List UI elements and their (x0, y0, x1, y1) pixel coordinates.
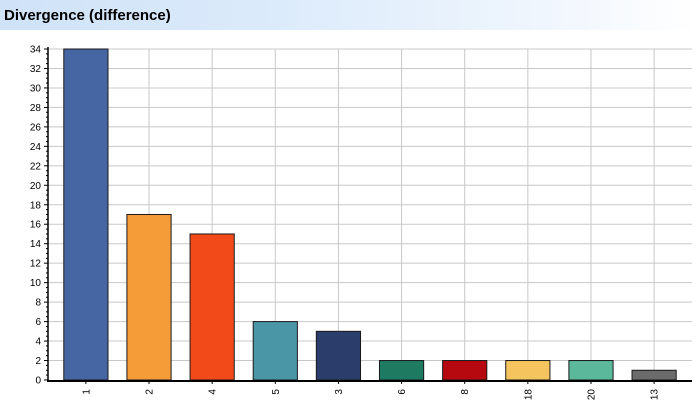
y-tick-label: 26 (30, 122, 42, 133)
bar-3 (315, 330, 362, 381)
bar-6 (378, 360, 425, 381)
x-tick-label: 18 (523, 389, 534, 401)
chart-title: Divergence (difference) (4, 7, 171, 24)
x-tick-label: 4 (208, 389, 219, 395)
y-tick-label: 18 (30, 200, 42, 211)
y-tick-label: 22 (30, 161, 42, 172)
chart-header: Divergence (difference) (0, 0, 699, 30)
bar-1 (63, 48, 109, 381)
x-tick-label: 8 (460, 389, 471, 395)
bar-13 (631, 369, 677, 381)
y-tick-label: 16 (30, 220, 42, 231)
x-tick-label: 2 (145, 389, 156, 395)
y-tick-label: 8 (35, 298, 41, 309)
bar-4 (189, 233, 235, 381)
x-tick-label: 3 (334, 389, 345, 395)
bar-8 (442, 360, 488, 381)
x-tick-label: 6 (397, 389, 408, 395)
x-axis-ticks: 1 2 4 5 3 6 8 18 20 13 (81, 380, 661, 401)
bar-5 (252, 321, 298, 381)
bar-2 (126, 214, 172, 381)
bar-18 (505, 360, 551, 381)
y-tick-label: 30 (30, 83, 42, 94)
y-tick-label: 32 (30, 64, 42, 75)
y-tick-label: 6 (35, 317, 41, 328)
y-tick-label: 0 (35, 376, 41, 387)
y-tick-label: 12 (30, 259, 42, 270)
y-tick-label: 4 (35, 337, 41, 348)
y-tick-label: 24 (30, 142, 42, 153)
x-tick-label: 13 (650, 389, 661, 401)
y-tick-label: 14 (30, 239, 42, 250)
chart-bars (63, 48, 677, 381)
bar-20 (568, 360, 614, 381)
y-tick-label: 20 (30, 181, 42, 192)
y-tick-label: 10 (30, 278, 42, 289)
x-tick-label: 5 (271, 389, 282, 395)
x-tick-label: 20 (586, 389, 597, 401)
x-tick-label: 1 (81, 389, 92, 395)
y-tick-label: 28 (30, 103, 42, 114)
y-tick-label: 34 (30, 45, 42, 56)
y-tick-label: 2 (35, 356, 41, 367)
